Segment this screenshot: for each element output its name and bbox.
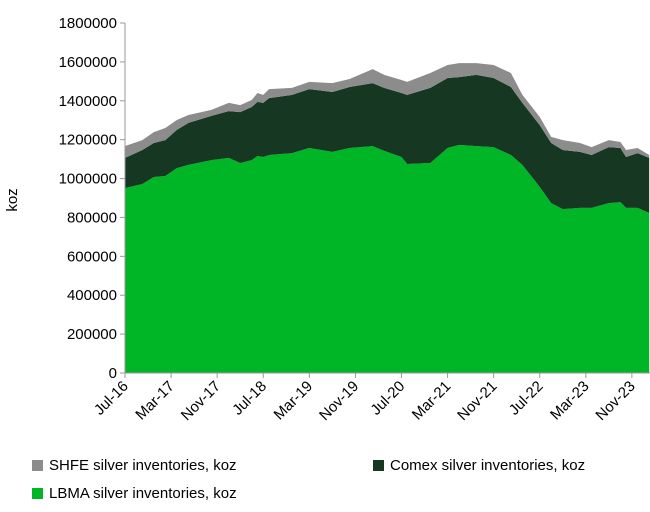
area-shfe [125,63,650,158]
x-tick-label: Nov-17 [178,378,224,424]
y-tick-label: 200000 [67,326,117,343]
x-tick-label: Nov-21 [454,378,500,424]
area-comex [125,74,650,214]
y-axis-label: koz [4,188,21,211]
area-lbma [125,144,650,373]
y-tick-label: 800000 [67,209,117,226]
y-tick-label: 0 [109,365,117,382]
legend-item-comex: Comex silver inventories, koz [373,457,585,474]
x-tick-label: Jul-20 [367,378,408,419]
y-tick-label: 600000 [67,248,117,265]
x-tick-label: Nov-23 [592,378,638,424]
legend-swatch-shfe [32,460,43,471]
y-tick-label: 1400000 [59,93,117,110]
y-tick-label: 1000000 [59,171,117,188]
y-tick-label: 400000 [67,287,117,304]
x-tick-label: Jul-22 [506,378,547,419]
x-tick-label: Mar-21 [409,378,455,424]
legend-label-comex: Comex silver inventories, koz [390,457,586,474]
legend-item-lbma: LBMA silver inventories, koz [32,485,237,502]
stacked-area-chart: 0 200000 400000 600000 800000 1000000 1200000 1… [4,15,650,424]
y-tick-label: 1800000 [59,15,117,32]
y-tick-label: 1200000 [59,132,117,149]
legend-label-lbma: LBMA silver inventories, koz [49,485,237,502]
x-tick-label: Jul-18 [229,378,270,419]
legend-item-shfe: SHFE silver inventories, koz [32,457,237,474]
x-tick-label: Mar-23 [547,378,593,424]
x-tick-label: Mar-17 [132,378,178,424]
legend-swatch-comex [373,460,384,471]
legend-swatch-lbma [32,488,43,499]
x-tick-label: Jul-16 [91,378,132,419]
y-tick-label: 1600000 [59,54,117,71]
x-tick-label: Nov-19 [316,378,362,424]
x-tick-label: Mar-19 [271,378,317,424]
legend-label-shfe: SHFE silver inventories, koz [49,457,237,474]
